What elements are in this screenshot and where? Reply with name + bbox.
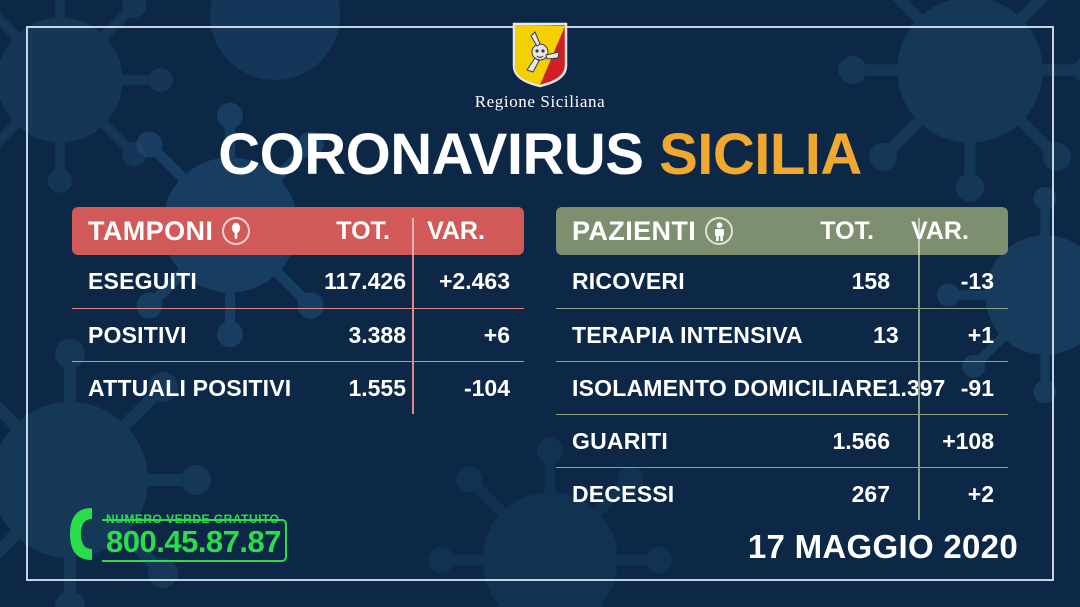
phone-icon: [70, 508, 92, 560]
numero-verde-number[interactable]: 800.45.87.87: [106, 523, 282, 559]
page-title: CORONAVIRUS SICILIA: [0, 126, 1080, 184]
table-row: DECESSI 267 +2: [556, 467, 1008, 520]
title-word-coronavirus: CORONAVIRUS: [218, 122, 644, 187]
row-variation: -13: [960, 268, 994, 294]
title-word-sicilia: SICILIA: [659, 122, 862, 187]
table-row: ESEGUITI 117.426 +2.463: [72, 255, 524, 308]
row-label: ATTUALI POSITIVI: [88, 374, 292, 401]
numero-verde-text: NUMERO VERDE GRATUITO 800.45.87.87: [102, 510, 288, 563]
row-label: RICOVERI: [572, 268, 685, 294]
row-label: TERAPIA INTENSIVA: [572, 321, 803, 348]
row-total: 13: [873, 321, 899, 348]
table-row: ATTUALI POSITIVI 1.555 -104: [72, 361, 524, 414]
row-total: 117.426: [324, 268, 406, 294]
table-tamponi-title: TAMPONI: [88, 215, 214, 246]
row-variation: -91: [960, 374, 994, 401]
table-pazienti-title-cell: PAZIENTI: [572, 216, 768, 247]
column-divider: [918, 255, 920, 520]
table-pazienti-col-var: VAR.: [911, 216, 969, 245]
table-tamponi-body: ESEGUITI 117.426 +2.463 POSITIVI 3.388 +…: [72, 255, 524, 414]
row-variation: +2.463: [439, 268, 510, 294]
table-row: POSITIVI 3.388 +6: [72, 308, 524, 361]
table-pazienti-header: PAZIENTI TOT. VAR.: [556, 207, 1008, 509]
table-tamponi-col-tot: TOT.: [336, 216, 390, 245]
row-variation: -104: [463, 374, 510, 401]
row-label: ESEGUITI: [88, 268, 197, 294]
table-pazienti-title: PAZIENTI: [572, 215, 697, 246]
table-row: GUARITI 1.566 +108: [556, 414, 1008, 467]
table-pazienti-body: RICOVERI 158 -13 TERAPIA INTENSIVA 13 +1…: [556, 255, 1008, 520]
row-variation: +108: [942, 427, 994, 454]
table-tamponi-title-cell: TAMPONI: [88, 216, 284, 247]
row-total: 1.397: [887, 374, 946, 401]
table-pazienti: PAZIENTI TOT. VAR. RICOVERI 158 -13: [556, 207, 1008, 520]
row-total: 1.566: [832, 427, 890, 454]
table-row: TERAPIA INTENSIVA 13 +1: [556, 308, 1008, 361]
table-tamponi: TAMPONI TOT. VAR. ESEGUITI 117.426 +2.46…: [72, 207, 524, 414]
swab-glyph: [232, 222, 241, 239]
table-tamponi-col-var: VAR.: [427, 216, 485, 245]
numero-verde-block: NUMERO VERDE GRATUITO 800.45.87.87: [62, 505, 288, 563]
swab-icon: [222, 217, 251, 245]
row-total: 158: [851, 268, 890, 294]
region-label: Regione Siciliana: [474, 92, 606, 111]
row-variation: +6: [483, 321, 510, 348]
row-label: GUARITI: [572, 427, 668, 454]
trinacria-coat-of-arms-icon: [512, 22, 568, 88]
table-row: RICOVERI 158 -13: [556, 255, 1008, 308]
table-row: ISOLAMENTO DOMICILIARE 1.397 -91: [556, 361, 1008, 414]
column-divider: [412, 255, 414, 414]
row-total: 1.555: [348, 374, 406, 401]
poster-header: Regione Siciliana CORONAVIRUS SICILIA: [0, 22, 1080, 184]
person-icon: [705, 217, 734, 245]
row-label: DECESSI: [572, 480, 675, 507]
row-variation: +1: [967, 321, 994, 348]
row-total: 267: [851, 480, 890, 507]
person-glyph: [714, 221, 724, 241]
table-pazienti-col-tot: TOT.: [820, 216, 874, 245]
table-tamponi-header: TAMPONI TOT. VAR.: [72, 207, 524, 403]
report-date: 17 MAGGIO 2020: [747, 528, 1018, 565]
row-total: 3.388: [348, 321, 406, 348]
row-label: ISOLAMENTO DOMICILIARE: [572, 374, 888, 401]
row-label: POSITIVI: [88, 321, 187, 348]
row-variation: +2: [967, 480, 994, 507]
